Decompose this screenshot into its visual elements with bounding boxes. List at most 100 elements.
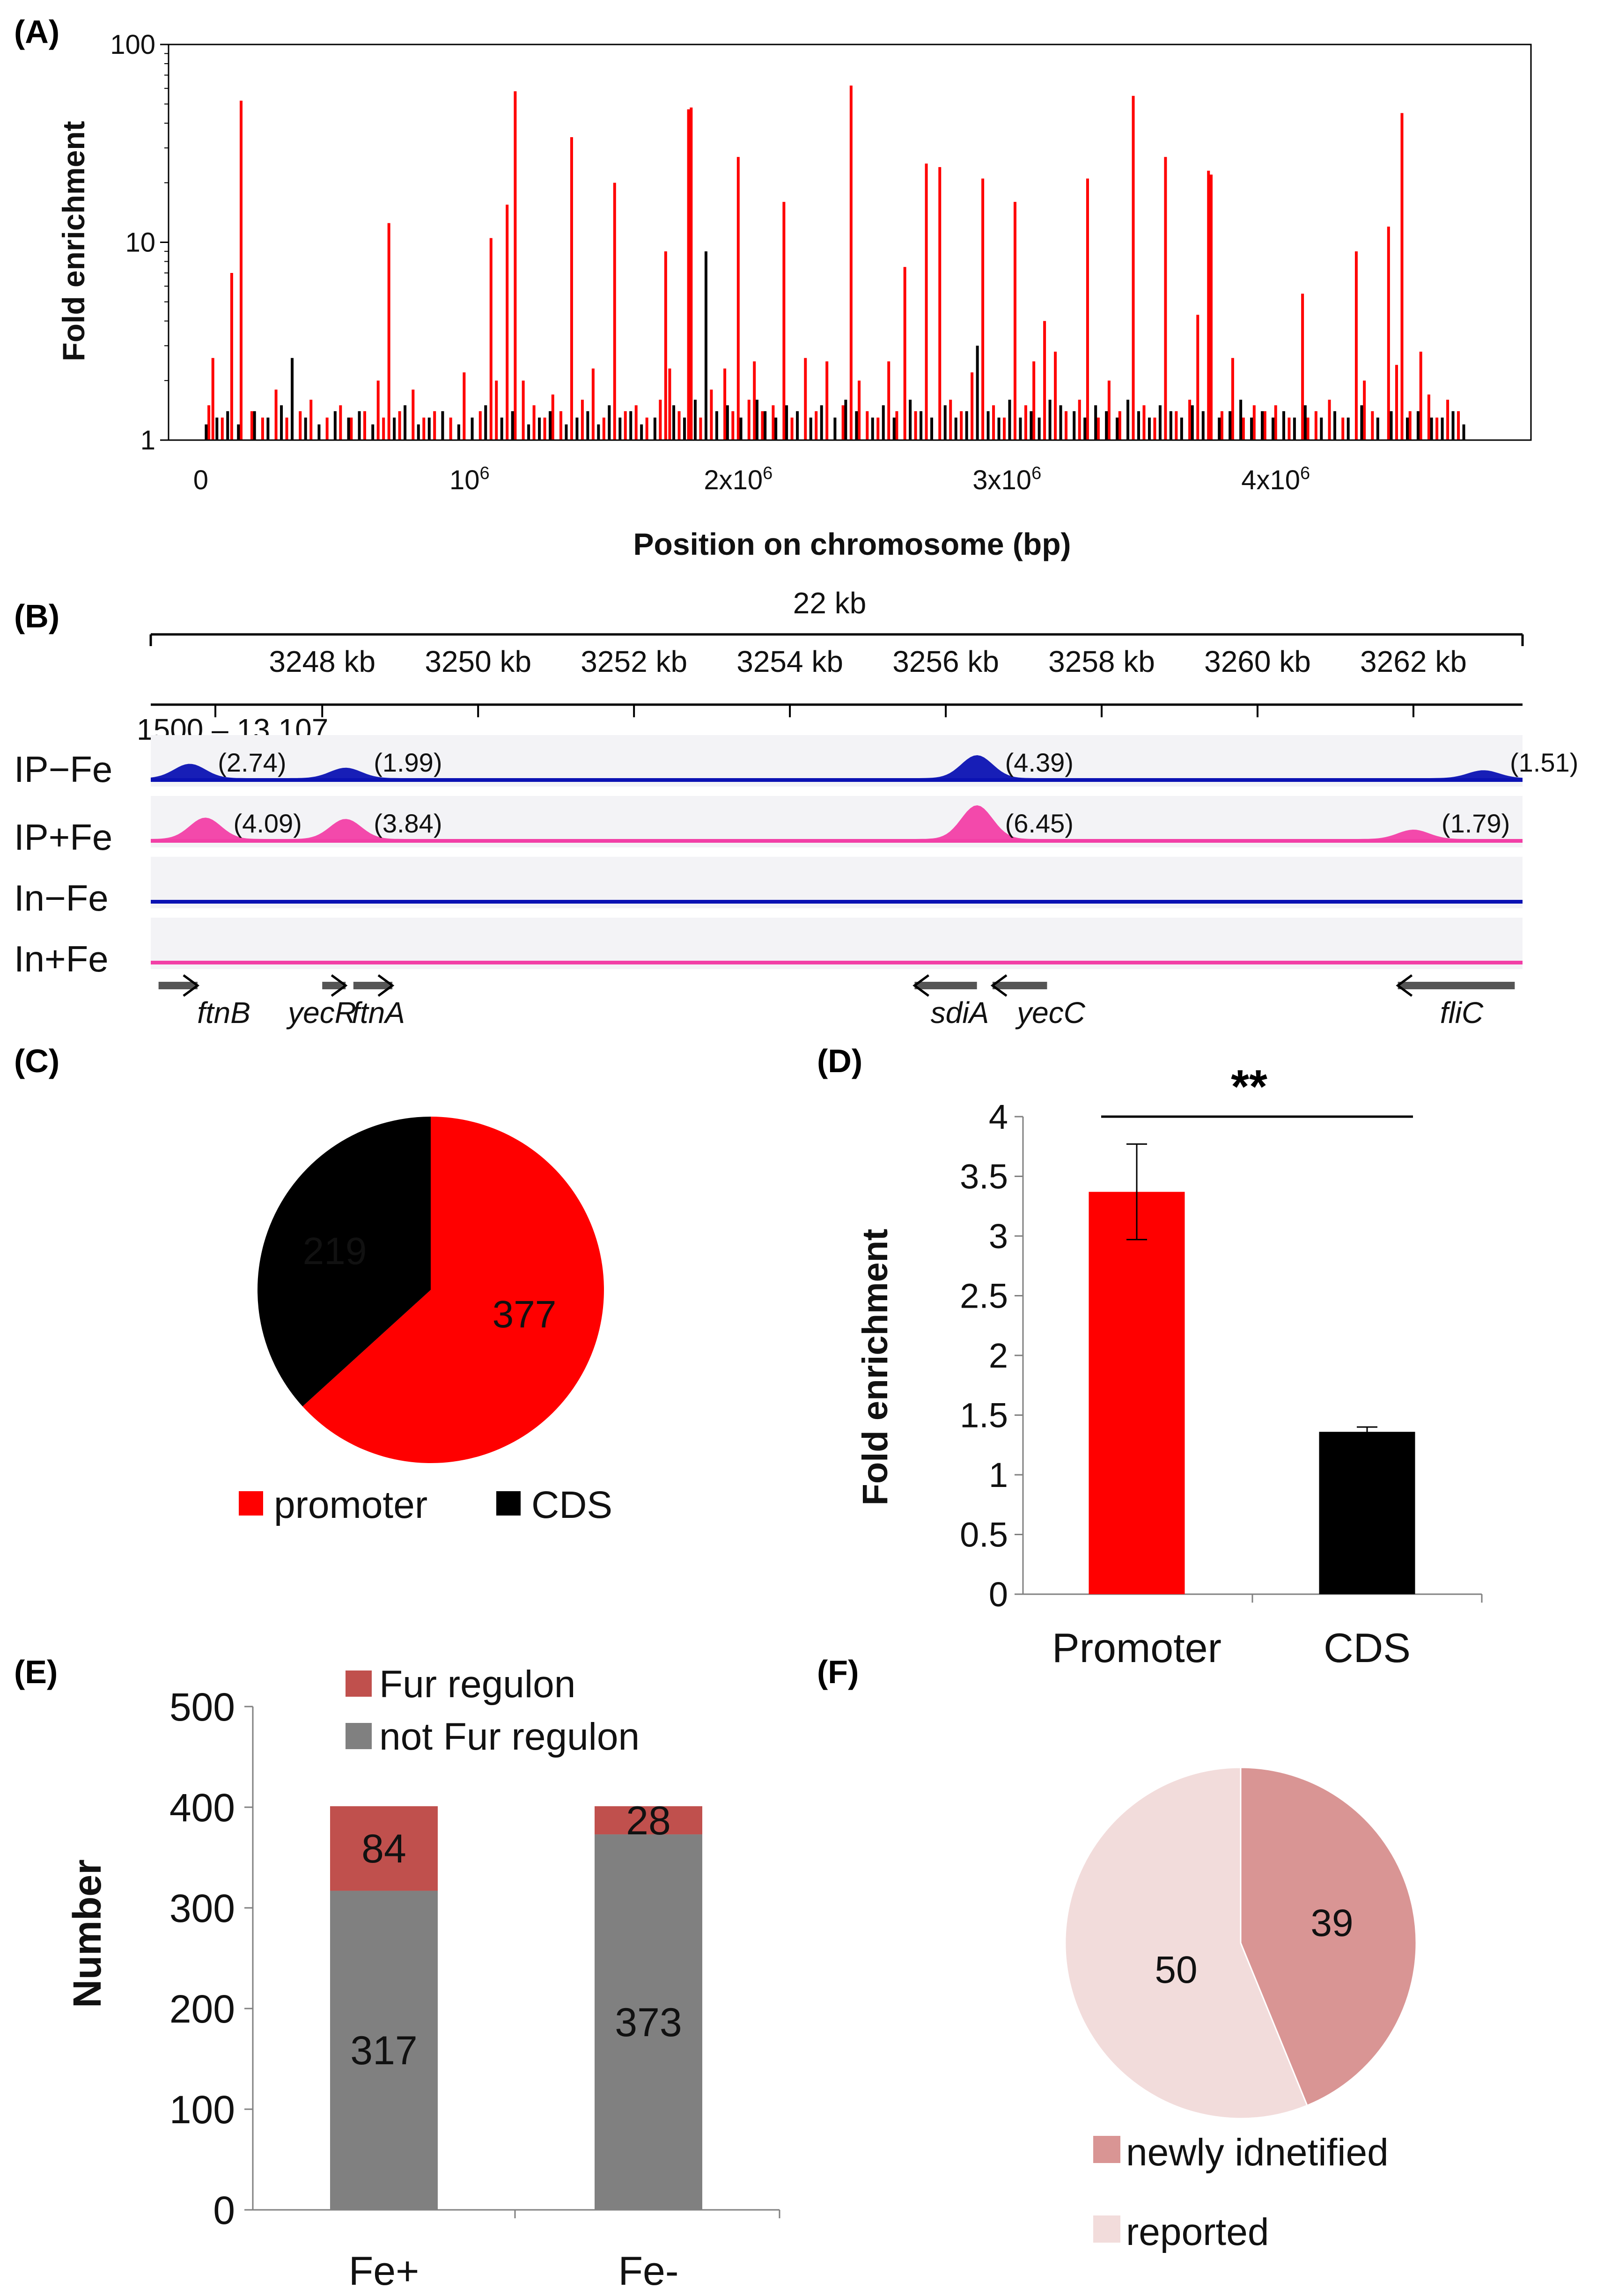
panel-d-ylabel: Fold enrichment: [855, 1229, 895, 1505]
y-tick-label: 3: [989, 1217, 1008, 1256]
x-tick-label: 3x106: [972, 464, 1041, 495]
bar-promoter: [1089, 1192, 1185, 1594]
x-tick-label: 0: [193, 465, 208, 495]
legend-promoter-swatch: [239, 1491, 263, 1516]
legend-cds-swatch: [496, 1491, 521, 1516]
legend-not-fur-regulon-swatch: [346, 1723, 372, 1749]
pie-c-slice-0: [302, 1117, 604, 1463]
panel-c-label: (C): [14, 1043, 59, 1079]
track-label: In+Fe: [14, 938, 109, 979]
category-label: Promoter: [1052, 1625, 1221, 1671]
y-tick-label: 2: [989, 1336, 1008, 1375]
track-label: IP+Fe: [14, 817, 112, 858]
y-tick-label: 1: [140, 425, 155, 456]
category-label: Fe+: [349, 2249, 419, 2294]
peak-value-label: (2.74): [218, 748, 286, 777]
y-tick-label: 1.5: [960, 1396, 1008, 1435]
bar-cds: [1319, 1432, 1415, 1594]
y-tick-label: 2.5: [960, 1277, 1008, 1316]
y-tick-label: 100: [169, 2088, 235, 2132]
segment-value-label: 373: [615, 2000, 682, 2045]
pie-f-slice-0: [1240, 1766, 1417, 2107]
panel-f: (F) 39 50 newly idnetified reported: [817, 1654, 1417, 2253]
peak-value-label: (4.09): [234, 809, 302, 838]
gene-label: fliC: [1440, 996, 1484, 1030]
y-tick-label: 500: [169, 1685, 235, 1729]
gene-arrow-forward: [183, 974, 200, 997]
y-tick-label: 3.5: [960, 1157, 1008, 1196]
axis-tick-label: 3250 kb: [425, 645, 531, 678]
panel-d-label: (D): [817, 1043, 862, 1079]
panel-a-xlabel: Position on chromosome (bp): [633, 527, 1071, 561]
axis-tick-label: 3256 kb: [892, 645, 999, 678]
y-tick-label: 10: [125, 228, 155, 258]
x-tick-label: 4x106: [1241, 464, 1310, 495]
y-tick-label: 100: [110, 29, 155, 60]
segment-value-label: 28: [626, 1798, 671, 1843]
segment-value-label: 317: [350, 2028, 418, 2073]
y-tick-label: 0: [989, 1575, 1008, 1614]
x-tick-label: 2x106: [704, 464, 773, 495]
peak-value-label: (1.79): [1442, 809, 1510, 838]
y-tick-label: 4: [989, 1097, 1008, 1136]
legend-fur-regulon-label: Fur regulon: [379, 1663, 575, 1706]
axis-tick-label: 3262 kb: [1360, 645, 1467, 678]
y-tick-label: 200: [169, 1987, 235, 2031]
legend-newly-identified-swatch: [1093, 2136, 1120, 2163]
peak-value-label: (4.39): [1005, 748, 1074, 777]
panel-b: (B) 22 kb 3248 kb 3250 kb 3252 kb 3254 kb 32…: [14, 586, 1578, 1030]
gene-arrow-reverse: [1396, 974, 1413, 997]
panel-e-label: (E): [14, 1654, 58, 1690]
axis-tick-label: 3248 kb: [269, 645, 375, 678]
category-label: Fe-: [618, 2249, 679, 2294]
panel-a: (A) 1 10 100 0 106 2x106 3x106 4x106 Fold enri…: [14, 14, 1532, 561]
stacked-segment: [330, 1806, 438, 1891]
gene-label: ftnA: [352, 996, 405, 1030]
peak-value-label: (1.99): [374, 748, 442, 777]
y-tick-label: 1: [989, 1456, 1008, 1494]
track-label: In−Fe: [14, 877, 109, 919]
legend-reported-swatch: [1093, 2215, 1120, 2243]
panel-b-scale-label: 22 kb: [793, 586, 867, 620]
gene-arrow-forward: [331, 974, 348, 997]
pie-c-slice-label-1: 219: [303, 1230, 367, 1273]
panel-e: (E) 0 100 200 300 400 500 317 84 Fe+ 373 28 Fe- Num…: [14, 1654, 780, 2294]
gene-arrow-reverse: [912, 974, 929, 997]
track-background: [151, 918, 1523, 969]
gene-arrow-reverse: [990, 974, 1008, 997]
y-tick-label: 0.5: [960, 1516, 1008, 1554]
panel-d: (D) 0 0.5 1 1.5 2 2.5 3 3.5 4 Promoter CDS ** Fold …: [817, 1043, 1483, 1671]
legend-promoter-label: promoter: [274, 1484, 427, 1526]
legend-reported-label: reported: [1126, 2211, 1269, 2253]
legend-fur-regulon-swatch: [346, 1670, 372, 1697]
legend-not-fur-regulon-label: not Fur regulon: [379, 1715, 640, 1758]
stacked-segment: [330, 1891, 438, 2210]
pie-f-slice-1: [1064, 1766, 1308, 2119]
gene-label: yecC: [1015, 996, 1086, 1030]
pie-c-slice-1: [258, 1117, 431, 1406]
panel-e-ylabel: Number: [65, 1859, 109, 2008]
peak-value-label: (1.51): [1510, 748, 1578, 777]
stacked-segment: [595, 1834, 702, 2210]
pie-f-slice-label-0: 39: [1310, 1902, 1353, 1944]
category-label: CDS: [1324, 1625, 1411, 1671]
pie-f-slice-label-1: 50: [1155, 1949, 1197, 1991]
x-tick-label: 106: [449, 464, 490, 495]
peak-value-label: (3.84): [374, 809, 442, 838]
axis-tick-label: 3252 kb: [581, 645, 687, 678]
track-background: [151, 857, 1523, 908]
panel-c: (C) 377 219 promoter CDS: [14, 1043, 612, 1526]
y-tick-label: 300: [169, 1886, 235, 1930]
gene-label: sdiA: [931, 996, 989, 1030]
legend-newly-identified-label: newly idnetified: [1126, 2131, 1389, 2174]
y-tick-label: 400: [169, 1786, 235, 1830]
panel-a-ylabel: Fold enrichment: [56, 121, 91, 361]
axis-tick-label: 3258 kb: [1048, 645, 1155, 678]
axis-tick-label: 3254 kb: [736, 645, 843, 678]
y-tick-label: 0: [213, 2188, 235, 2232]
panel-a-label: (A): [14, 14, 59, 50]
pie-c-slice-label-0: 377: [493, 1293, 557, 1336]
panel-f-label: (F): [817, 1654, 859, 1690]
gene-arrow-forward: [377, 974, 395, 997]
